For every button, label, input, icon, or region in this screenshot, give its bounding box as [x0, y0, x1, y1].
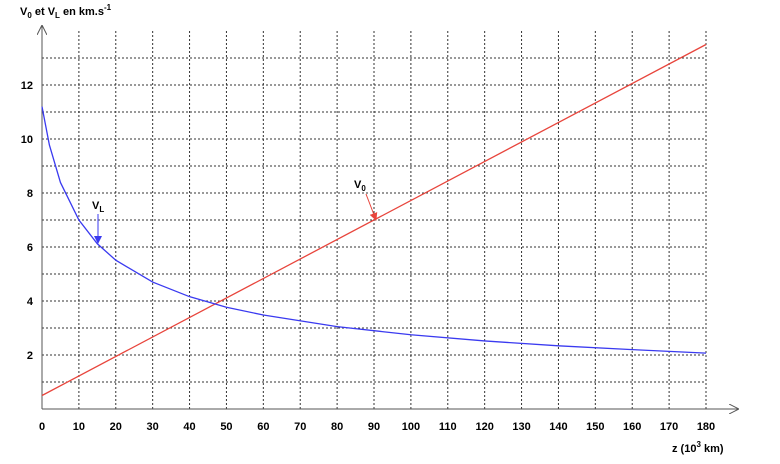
y-tick-label: 12	[21, 80, 33, 92]
x-tick-label: 30	[147, 421, 159, 433]
x-tick-label: 170	[660, 421, 678, 433]
text-run: z (10	[672, 443, 696, 455]
text-run: 3	[696, 440, 701, 449]
text-run: V	[20, 6, 28, 18]
x-axis-label: z (103 km)	[672, 440, 724, 455]
text-run: 0	[27, 11, 32, 20]
vl-label: VL	[92, 200, 104, 214]
text-run: -1	[104, 3, 112, 12]
x-tick-label: 130	[512, 421, 530, 433]
x-tick-label: 10	[73, 421, 85, 433]
series-line	[41, 106, 707, 354]
x-tick-label: 90	[368, 421, 380, 433]
text-run: 0	[361, 184, 366, 193]
y-tick-label: 4	[27, 296, 34, 308]
x-tick-label: 150	[586, 421, 604, 433]
y-tick-label: 8	[27, 188, 33, 200]
y-tick-label: 10	[21, 134, 33, 146]
y-axis-label: V0 et VL en km.s-1	[20, 3, 112, 20]
x-tick-label: 80	[331, 421, 343, 433]
v0-pointer	[365, 193, 378, 221]
text-run: L	[55, 11, 60, 20]
x-tick-label: 50	[220, 421, 232, 433]
x-tick-label: 110	[439, 421, 457, 433]
text-run: V	[92, 200, 100, 212]
x-tick-label: 140	[549, 421, 567, 433]
x-tick-label: 70	[294, 421, 306, 433]
x-tick-label: 40	[183, 421, 195, 433]
series-line	[41, 43, 707, 397]
x-tick-label: 0	[39, 421, 45, 433]
text-run: km)	[701, 443, 724, 455]
x-tick-label: 20	[110, 421, 122, 433]
text-run: en km.s	[60, 6, 104, 18]
y-tick-label: 2	[27, 350, 33, 362]
v0-label: V0	[354, 179, 366, 193]
y-tick-label: 6	[27, 242, 33, 254]
text-run: et V	[32, 6, 56, 18]
text-run: V	[354, 179, 362, 191]
x-tick-label: 180	[697, 421, 715, 433]
x-tick-label: 60	[257, 421, 269, 433]
x-tick-label: 120	[475, 421, 493, 433]
x-tick-label: 160	[623, 421, 641, 433]
text-run: L	[99, 205, 104, 214]
x-tick-label: 100	[402, 421, 420, 433]
